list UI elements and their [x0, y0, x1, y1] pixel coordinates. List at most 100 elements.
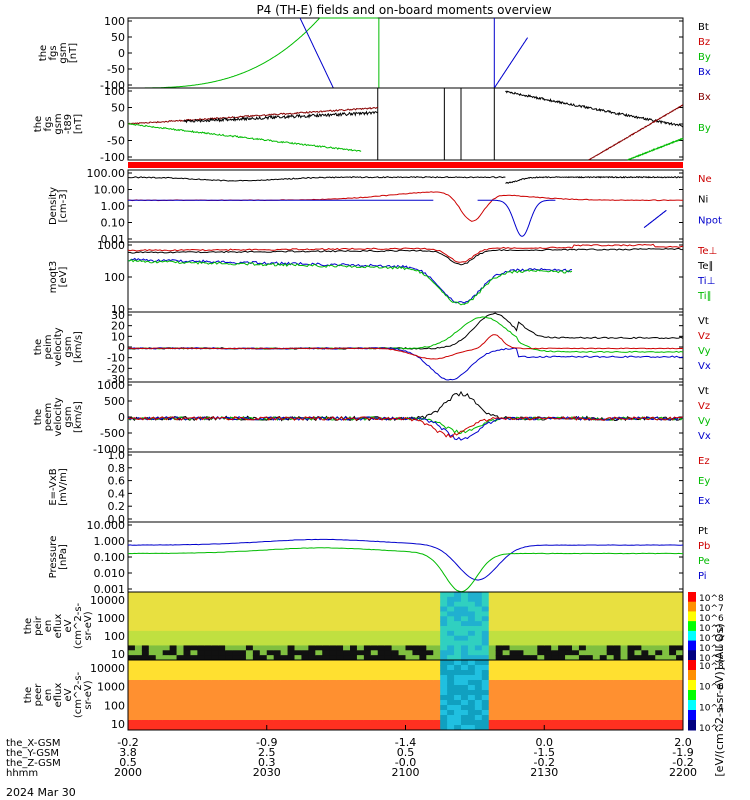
heatmap-cell: [301, 635, 309, 642]
heatmap-cell: [544, 606, 552, 612]
x-tick-label: -0.2: [534, 756, 555, 769]
heatmap-cell: [301, 700, 309, 706]
heatmap-cell: [516, 715, 524, 721]
heatmap-cell: [627, 680, 635, 686]
heatmap-cell: [454, 700, 462, 706]
heatmap-cell: [218, 592, 226, 598]
heatmap-cell: [474, 655, 483, 661]
heatmap-cell: [266, 616, 275, 622]
heatmap-cell: [155, 626, 164, 632]
heatmap-cell: [655, 640, 663, 646]
heatmap-cell: [419, 695, 427, 701]
heatmap-cell: [211, 665, 219, 671]
heatmap-cell: [343, 680, 351, 686]
legend-vt: Vt: [698, 386, 709, 397]
heatmap-cell: [308, 601, 316, 608]
heatmap-cell: [322, 621, 330, 627]
heatmap-cell: [232, 670, 240, 676]
heatmap-cell: [322, 700, 330, 706]
heatmap-cell: [419, 592, 427, 598]
heatmap-cell: [627, 705, 635, 711]
heatmap-cell: [440, 665, 448, 671]
heatmap-cell: [537, 645, 545, 651]
heatmap-cell: [239, 705, 247, 711]
heatmap-cell: [218, 640, 226, 646]
heatmap-cell: [627, 695, 635, 701]
heatmap-cell: [627, 601, 635, 608]
heatmap-cell: [176, 680, 184, 686]
heatmap-cell: [655, 690, 663, 696]
heatmap-cell: [273, 621, 282, 627]
heatmap-cell: [440, 645, 448, 651]
heatmap-cell: [676, 690, 684, 696]
heatmap-cell: [634, 680, 642, 686]
heatmap-cell: [329, 655, 337, 661]
heatmap-cell: [481, 715, 490, 721]
heatmap-cell: [155, 616, 164, 622]
heatmap-cell: [134, 655, 143, 661]
heatmap-cell: [488, 640, 497, 646]
heatmap-cell: [329, 596, 337, 603]
heatmap-cell: [350, 670, 358, 676]
heatmap-cell: [301, 640, 309, 646]
heatmap-cell: [627, 675, 635, 681]
heatmap-cell: [502, 670, 511, 676]
heatmap-cell: [655, 725, 663, 731]
heatmap-cell: [613, 725, 622, 731]
heatmap-cell: [308, 720, 316, 726]
heatmap-cell: [648, 715, 656, 721]
heatmap-cell: [218, 611, 226, 617]
heatmap-cell: [183, 715, 191, 721]
heatmap-cell: [523, 665, 531, 671]
y-axis-label: E=-VxB: [48, 468, 59, 505]
heatmap-cell: [572, 665, 580, 671]
heatmap-cell: [322, 680, 330, 686]
heatmap-cell: [148, 705, 157, 711]
heatmap-cell: [585, 675, 594, 681]
heatmap-cell: [655, 601, 663, 608]
heatmap-cell: [266, 680, 275, 686]
heatmap-cell: [551, 596, 559, 603]
heatmap-cell: [523, 601, 531, 608]
heatmap-cell: [433, 626, 441, 632]
heatmap-cell: [648, 650, 656, 656]
heatmap-cell: [266, 690, 275, 696]
y-tick-label: 1.00: [101, 200, 126, 213]
heatmap-cell: [301, 695, 309, 701]
heatmap-cell: [544, 700, 552, 706]
heatmap-cell: [509, 611, 517, 617]
heatmap-cell: [523, 720, 531, 726]
heatmap-cell: [391, 606, 400, 612]
heatmap-cell: [141, 616, 150, 622]
y-tick-label: 0: [118, 47, 125, 60]
heatmap-cell: [252, 675, 261, 681]
heatmap-cell: [162, 715, 171, 721]
heatmap-cell: [315, 592, 323, 598]
y-tick-label: -100: [100, 79, 125, 92]
heatmap-cell: [287, 601, 295, 608]
heatmap-cell: [204, 680, 212, 686]
series-Vy: [127, 316, 684, 353]
heatmap-cell: [322, 690, 330, 696]
heatmap-cell: [169, 630, 178, 637]
heatmap-cell: [537, 621, 545, 627]
heatmap-cell: [308, 596, 316, 603]
heatmap-cell: [301, 606, 309, 612]
heatmap-cell: [169, 650, 178, 656]
heatmap-cell: [287, 650, 295, 656]
heatmap-cell: [266, 685, 275, 691]
heatmap-cell: [544, 725, 552, 731]
y-axis-label: -t89: [63, 114, 74, 134]
heatmap-cell: [134, 616, 143, 622]
heatmap-cell: [322, 645, 330, 651]
date-label: 2024 Mar 30: [6, 786, 76, 799]
heatmap-cell: [565, 596, 573, 603]
panel-frame: [127, 17, 684, 89]
heatmap-cell: [128, 680, 136, 686]
heatmap-cell: [481, 725, 490, 731]
heatmap-cell: [148, 660, 157, 666]
heatmap-cell: [287, 680, 295, 686]
heatmap-cell: [481, 640, 490, 646]
heatmap-cell: [218, 705, 226, 711]
